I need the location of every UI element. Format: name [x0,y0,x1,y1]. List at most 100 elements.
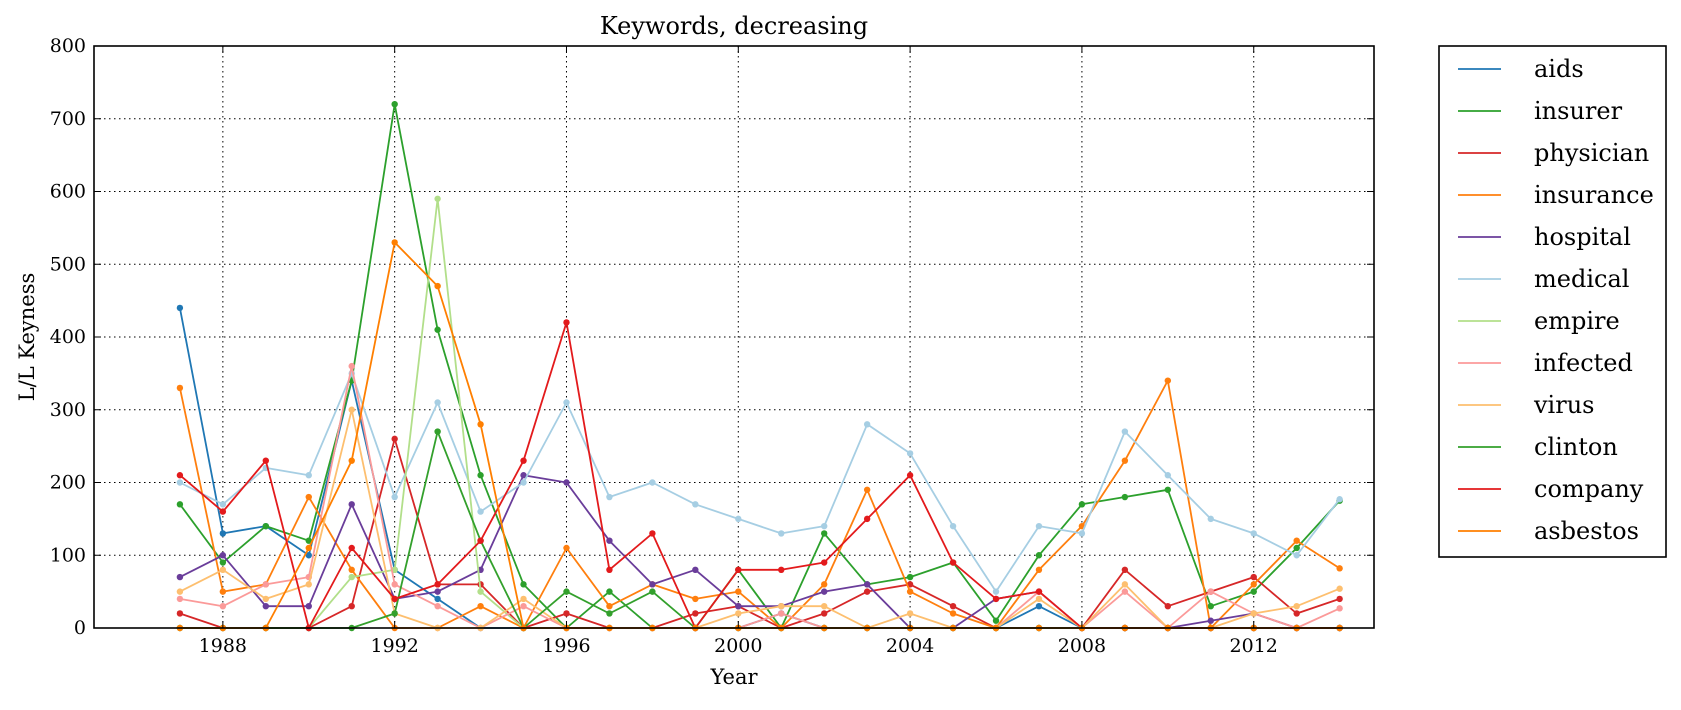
y-tick-label: 400 [50,326,86,348]
data-point-insurance [1293,537,1300,544]
data-point-company [821,559,828,566]
data-point-insurance [863,486,871,493]
data-point-physician [863,588,871,595]
data-point-insurer [1207,602,1214,610]
data-point-medical [1121,428,1129,435]
data-point-insurer [176,501,184,508]
data-point-physician [1121,566,1129,573]
x-tick-label: 1988 [199,635,247,657]
series-line-virus [179,408,1340,629]
y-tick-label: 700 [50,108,86,130]
data-point-company [219,508,227,515]
data-point-medical [992,588,1000,595]
data-point-physician [391,435,398,443]
data-point-virus [305,581,312,588]
data-point-physician [348,602,355,610]
data-point-medical [949,522,957,530]
data-point-insurance [1035,566,1043,573]
data-point-asbestos [434,282,441,290]
data-point-insurer [477,472,484,479]
data-point-company [778,566,785,573]
data-point-infected [1336,605,1343,612]
y-tick-label: 600 [50,181,86,203]
data-point-insurer [219,559,227,566]
data-point-hospital [606,537,613,544]
data-point-empire [434,195,441,202]
data-point-infected [520,602,527,610]
series-line-insurer [179,103,1341,629]
data-point-virus [821,602,828,610]
data-point-aids [176,304,184,312]
data-point-aids [434,595,441,603]
data-point-aids [305,552,312,559]
data-point-company [606,566,613,573]
data-point-insurance [477,602,484,610]
data-point-hospital [520,472,527,479]
data-point-hospital [735,602,742,610]
x-tick-label: 2004 [886,635,934,657]
data-point-insurer [391,101,398,108]
data-point-insurance [906,588,914,595]
series-line-infected [179,365,1340,629]
data-point-hospital [1207,617,1214,624]
data-point-virus [1293,602,1300,610]
data-point-virus [219,566,227,573]
data-point-infected [262,581,270,588]
data-point-company [262,457,270,464]
data-point-hospital [649,581,656,588]
legend-label-company: company [1534,475,1644,503]
data-point-physician [1293,610,1300,617]
data-point-medical [1250,530,1257,537]
data-point-hospital [176,573,184,581]
data-point-physician [176,610,184,617]
data-point-virus [735,610,742,617]
series-line-physician [179,437,1340,629]
data-point-company [1035,588,1043,595]
x-tick-label: 2012 [1230,635,1278,657]
axis-ticks: 1988 1992 1996 2000 2004 2008 2012 0 100 200 300 40… [50,35,1374,657]
data-point-medical [176,479,184,486]
data-point-insurance [1164,377,1172,384]
series-line-medical [179,372,1341,593]
data-point-physician [1336,595,1343,603]
data-point-medical [1164,472,1172,479]
data-point-virus [176,588,184,595]
data-point-medical [863,421,871,428]
data-point-insurance [219,588,227,595]
data-point-infected [391,581,398,588]
data-point-physician [1250,573,1257,581]
data-point-company [176,472,184,479]
data-point-company [863,515,871,523]
data-point-company [735,566,742,573]
data-point-virus [1121,581,1129,588]
data-point-insurance [735,588,742,595]
data-point-company [477,537,484,544]
data-point-asbestos [348,457,355,464]
legend-frame [1438,45,1667,558]
data-point-insurance [821,581,828,588]
data-point-medical [219,501,227,508]
legend-label-asbestos: asbestos [1534,517,1639,545]
data-point-medical [434,399,441,406]
data-point-insurer [992,617,1000,624]
legend-label-clinton: clinton [1534,433,1618,461]
series-infected [176,362,1343,632]
legend-label-insurer: insurer [1534,97,1623,125]
data-point-insurer [1121,493,1129,501]
legend-label-hospital: hospital [1534,223,1631,251]
series-line-empire [179,197,1340,629]
data-point-insurer [906,573,914,581]
data-point-medical [735,515,742,523]
data-point-hospital [863,581,871,588]
data-point-medical [563,399,570,406]
data-point-infected [219,602,227,610]
data-point-medical [778,530,785,537]
data-point-hospital [305,602,312,610]
data-point-hospital [219,552,227,559]
data-point-insurer [434,326,441,333]
data-point-insurance [176,384,184,392]
data-point-virus [778,602,785,610]
data-point-physician [949,602,957,610]
legend-label-empire: empire [1534,307,1620,335]
